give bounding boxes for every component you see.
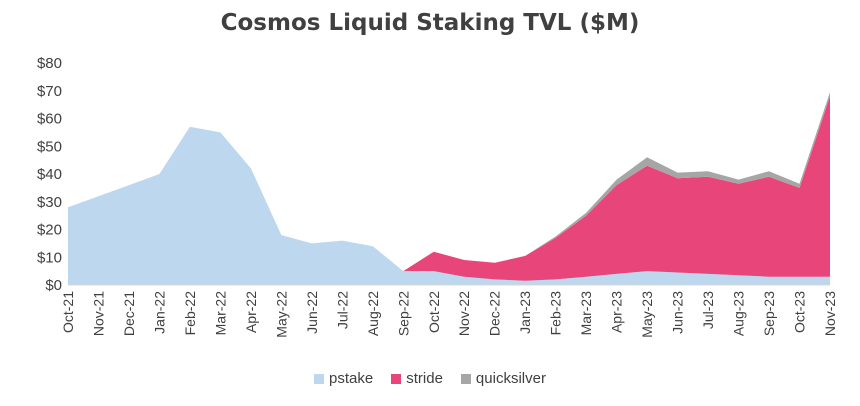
x-tick-label: Feb-23 <box>548 291 564 336</box>
legend-swatch-pstake <box>314 373 325 384</box>
x-tick-label: Oct-23 <box>792 291 808 333</box>
chart-title: Cosmos Liquid Staking TVL ($M) <box>220 10 640 36</box>
x-tick-label: Jun-23 <box>670 291 686 334</box>
legend: pstake stride quicksilver <box>0 370 860 387</box>
legend-label-quicksilver: quicksilver <box>475 370 546 387</box>
x-tick-label: Nov-23 <box>822 291 838 336</box>
x-tick-label: Jan-23 <box>517 291 533 334</box>
x-tick-label: Apr-23 <box>609 291 625 333</box>
x-tick-label: Nov-22 <box>456 291 472 336</box>
x-tick-label: Aug-22 <box>365 291 381 336</box>
legend-swatch-stride <box>391 373 402 384</box>
x-tick-label: Dec-21 <box>121 291 137 336</box>
legend-item-quicksilver: quicksilver <box>460 370 546 387</box>
x-tick-label: Oct-21 <box>60 291 76 333</box>
series-area-stride <box>68 96 830 281</box>
x-tick-label: Apr-22 <box>243 291 259 333</box>
y-tick-label: $30 <box>37 194 62 211</box>
legend-item-pstake: pstake <box>314 370 373 387</box>
y-tick-label: $40 <box>37 166 62 183</box>
y-tick-label: $80 <box>37 55 62 72</box>
x-tick-label: Dec-22 <box>487 291 503 336</box>
legend-item-stride: stride <box>391 370 443 387</box>
legend-swatch-quicksilver <box>460 373 471 384</box>
series-area-pstake <box>68 126 830 285</box>
y-tick-label: $70 <box>37 83 62 100</box>
x-tick-label: Jan-22 <box>151 291 167 334</box>
y-tick-label: $50 <box>37 138 62 155</box>
x-tick-label: May-23 <box>639 291 655 338</box>
x-tick-label: Jul-23 <box>700 291 716 329</box>
y-tick-label: $0 <box>45 277 62 294</box>
x-tick-label: Aug-23 <box>731 291 747 336</box>
x-tick-label: Sep-23 <box>761 291 777 336</box>
x-tick-label: Mar-23 <box>578 291 594 336</box>
x-tick-label: Oct-22 <box>426 291 442 333</box>
x-tick-label: Jun-22 <box>304 291 320 334</box>
y-tick-label: $10 <box>37 249 62 266</box>
legend-label-pstake: pstake <box>329 370 374 387</box>
x-tick-label: Feb-22 <box>182 291 198 336</box>
x-tick-label: Nov-21 <box>90 291 106 336</box>
legend-label-stride: stride <box>406 370 443 387</box>
x-tick-label: Sep-22 <box>395 291 411 336</box>
y-tick-label: $20 <box>37 222 62 239</box>
x-tick-label: Jul-22 <box>334 291 350 329</box>
y-tick-label: $60 <box>37 111 62 128</box>
x-tick-label: May-22 <box>273 291 289 338</box>
x-tick-label: Mar-22 <box>212 291 228 336</box>
